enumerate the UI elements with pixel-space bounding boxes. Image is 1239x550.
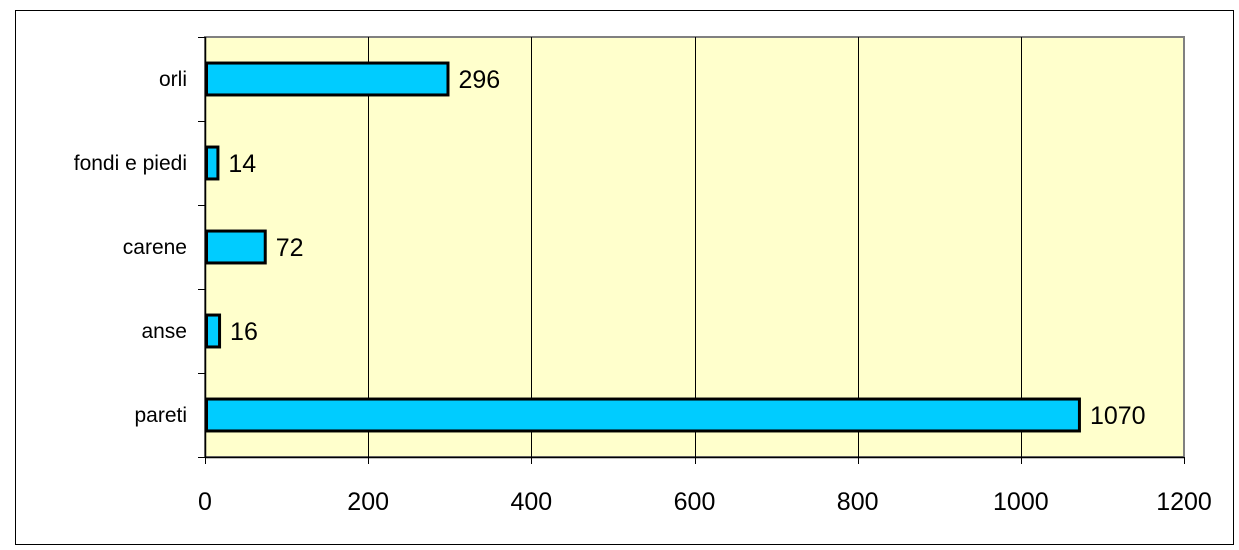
- data-label-carene: 72: [276, 234, 304, 262]
- data-label-orli: 296: [458, 66, 500, 94]
- category-label-fondi-e-piedi: fondi e piedi: [74, 152, 187, 175]
- category-label-pareti: pareti: [134, 404, 187, 427]
- bar-orli: [205, 61, 450, 97]
- bars: [205, 61, 1081, 433]
- x-tick-label-600: 600: [674, 488, 716, 516]
- category-label-orli: orli: [159, 68, 187, 91]
- bar-carene: [205, 229, 267, 265]
- x-tick-label-1000: 1000: [993, 488, 1049, 516]
- axes: [198, 37, 1185, 464]
- labels: 0 200 400 600 800 1000 1200 orli 296 fondi e pied…: [74, 66, 1212, 516]
- x-tick-label-800: 800: [837, 488, 879, 516]
- bar-fondi-e-piedi: [205, 145, 220, 181]
- bar-pareti: [205, 397, 1081, 433]
- x-tick-label-400: 400: [510, 488, 552, 516]
- data-label-fondi-e-piedi: 14: [228, 150, 256, 178]
- category-label-anse: anse: [141, 320, 187, 343]
- plot-area: [204, 36, 1185, 458]
- x-tick-label-0: 0: [198, 488, 212, 516]
- category-label-carene: carene: [123, 236, 187, 259]
- x-tick-label-1200: 1200: [1156, 488, 1212, 516]
- data-label-anse: 16: [230, 318, 258, 346]
- x-tick-label-200: 200: [347, 488, 389, 516]
- gridlines: [368, 37, 1022, 457]
- bar-anse: [205, 313, 222, 349]
- data-label-pareti: 1070: [1090, 402, 1146, 430]
